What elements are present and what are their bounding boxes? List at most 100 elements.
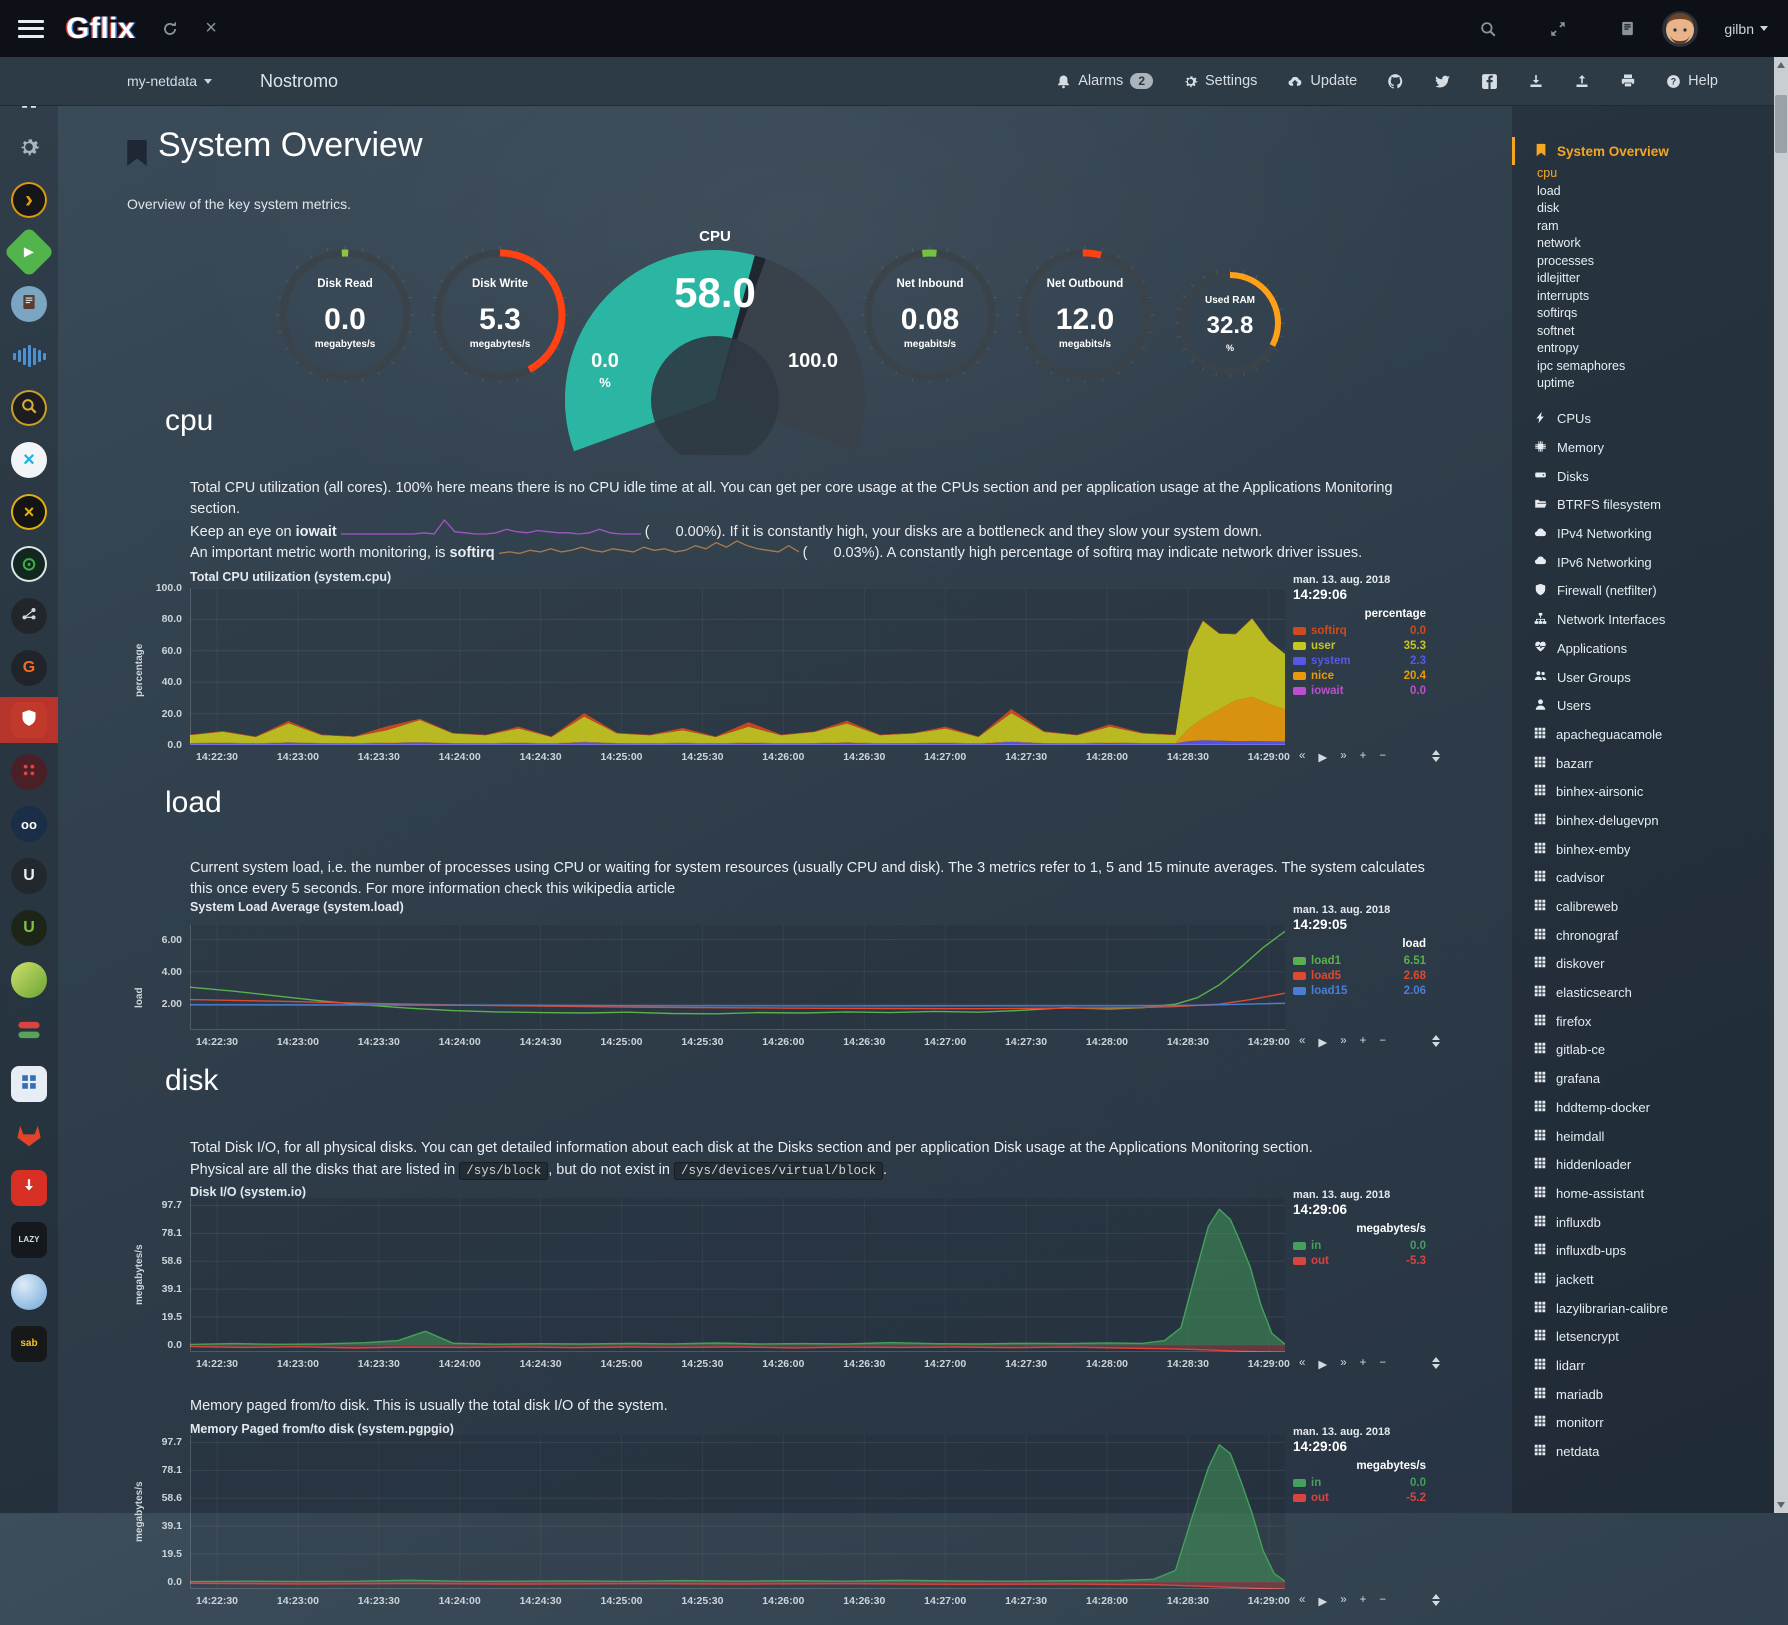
close-icon[interactable]: × [205, 17, 217, 39]
zoom-in-button[interactable]: + [1359, 750, 1367, 762]
sidebar-item-applications[interactable]: Applications [1512, 634, 1774, 663]
disk-chart-plot[interactable] [189, 1198, 1286, 1354]
github-button[interactable] [1387, 73, 1404, 90]
sidebar-item-binhex-emby[interactable]: binhex-emby [1512, 835, 1774, 864]
app-airsonic[interactable] [0, 333, 58, 379]
pan-backward-button[interactable]: « [1299, 1594, 1306, 1606]
scrollbar-thumb[interactable] [1775, 95, 1787, 153]
sidebar-item-chronograf[interactable]: chronograf [1512, 921, 1774, 950]
chart-resize-handle[interactable] [1432, 1357, 1440, 1369]
legend-item-in[interactable]: in [1293, 1476, 1321, 1490]
load-chart-plot[interactable] [189, 925, 1286, 1030]
app-sabnzbd[interactable]: sab [0, 1321, 58, 1367]
sidebar-item-home-assistant[interactable]: home-assistant [1512, 1179, 1774, 1208]
sidebar-item-monitorr[interactable]: monitorr [1512, 1409, 1774, 1438]
pan-forward-button[interactable]: » [1340, 1357, 1347, 1369]
sidebar-subitem-uptime[interactable]: uptime [1537, 376, 1575, 390]
sidebar-item-jackett[interactable]: jackett [1512, 1265, 1774, 1294]
sidebar-item-bazarr[interactable]: bazarr [1512, 749, 1774, 778]
avatar[interactable] [1662, 10, 1699, 47]
sidebar-item-binhex-airsonic[interactable]: binhex-airsonic [1512, 777, 1774, 806]
legend-item-iowait[interactable]: iowait [1293, 684, 1344, 698]
print-button[interactable] [1620, 73, 1636, 89]
sidebar-item-cadvisor[interactable]: cadvisor [1512, 864, 1774, 893]
sidebar-item-firefox[interactable]: firefox [1512, 1007, 1774, 1036]
sidebar-item-influxdb-ups[interactable]: influxdb-ups [1512, 1236, 1774, 1265]
sidebar-item-btrfs-filesystem[interactable]: BTRFS filesystem [1512, 491, 1774, 520]
legend-item-load1[interactable]: load1 [1293, 954, 1341, 968]
sidebar-item-influxdb[interactable]: influxdb [1512, 1208, 1774, 1237]
sidebar-item-network-interfaces[interactable]: Network Interfaces [1512, 605, 1774, 634]
zoom-out-button[interactable]: − [1379, 1035, 1387, 1047]
zoom-out-button[interactable]: − [1379, 750, 1387, 762]
sidebar-item-gitlab-ce[interactable]: gitlab-ce [1512, 1036, 1774, 1065]
sidebar-subitem-softirqs[interactable]: softirqs [1537, 306, 1578, 320]
sidebar-item-ipv4-networking[interactable]: IPv4 Networking [1512, 519, 1774, 548]
play-button[interactable]: ▶ [1318, 1596, 1328, 1608]
user-menu[interactable]: gilbn [1724, 21, 1768, 37]
refresh-icon[interactable] [161, 20, 179, 38]
sidebar-subitem-entropy[interactable]: entropy [1537, 341, 1579, 355]
app-grafana[interactable]: G [0, 645, 58, 691]
sidebar-item-letsencrypt[interactable]: letsencrypt [1512, 1323, 1774, 1352]
sidebar-item-grafana[interactable]: grafana [1512, 1064, 1774, 1093]
search-icon[interactable] [1479, 20, 1497, 38]
sidebar-subitem-cpu[interactable]: cpu [1537, 166, 1558, 180]
sidebar-subitem-disk[interactable]: disk [1537, 201, 1560, 215]
legend-item-user[interactable]: user [1293, 639, 1335, 653]
zoom-in-button[interactable]: + [1359, 1594, 1367, 1606]
app-emby[interactable]: ▶ [0, 226, 58, 278]
chart-resize-handle[interactable] [1432, 750, 1440, 762]
sidebar-item-user-groups[interactable]: User Groups [1512, 663, 1774, 692]
sidebar-item-binhex-delugevpn[interactable]: binhex-delugevpn [1512, 806, 1774, 835]
chart-resize-handle[interactable] [1432, 1035, 1440, 1047]
app-resilio-sync[interactable] [0, 697, 58, 743]
sidebar-item-hddtemp-docker[interactable]: hddtemp-docker [1512, 1093, 1774, 1122]
sidebar-subitem-ipc-semaphores[interactable]: ipc semaphores [1537, 358, 1626, 373]
sidebar-subitem-interrupts[interactable]: interrupts [1537, 288, 1590, 303]
sidebar-item-firewall-netfilter-[interactable]: Firewall (netfilter) [1512, 577, 1774, 606]
sidebar-item-system-overview[interactable]: System Overview [1512, 137, 1774, 165]
sidebar-item-diskover[interactable]: diskover [1512, 950, 1774, 979]
fullscreen-icon[interactable] [1549, 20, 1567, 38]
sidebar-subitem-idlejitter[interactable]: idlejitter [1537, 271, 1581, 285]
hamburger-menu-icon[interactable] [18, 19, 44, 38]
sidebar-item-netdata[interactable]: netdata [1512, 1437, 1774, 1466]
legend-item-nice[interactable]: nice [1293, 669, 1334, 683]
app-cadvisor[interactable]: ⊙ [0, 541, 58, 587]
app-red-arrow-shield[interactable] [0, 1165, 58, 1211]
legend-item-system[interactable]: system [1293, 654, 1351, 668]
help-button[interactable]: ? Help [1666, 73, 1718, 89]
sidebar-subitem-processes[interactable]: processes [1537, 253, 1594, 268]
zoom-out-button[interactable]: − [1379, 1357, 1387, 1369]
pan-forward-button[interactable]: » [1340, 1035, 1347, 1047]
sidebar-item-heimdall[interactable]: heimdall [1512, 1122, 1774, 1151]
host-dropdown[interactable]: my-netdata [127, 73, 213, 89]
pgpgio-chart-plot[interactable] [189, 1435, 1286, 1590]
pan-backward-button[interactable]: « [1299, 750, 1306, 762]
sidebar-subitem-load[interactable]: load [1537, 183, 1561, 198]
pan-backward-button[interactable]: « [1299, 1357, 1306, 1369]
sidebar-item-lazylibrarian-calibre[interactable]: lazylibrarian-calibre [1512, 1294, 1774, 1323]
app-calibre-web[interactable] [0, 281, 58, 327]
sidebar-item-elasticsearch[interactable]: elasticsearch [1512, 978, 1774, 1007]
app-blue-ball[interactable] [0, 1269, 58, 1315]
sidebar-item-users[interactable]: Users [1512, 691, 1774, 720]
legend-item-in[interactable]: in [1293, 1239, 1321, 1253]
app-unraid[interactable]: U [0, 905, 58, 951]
legend-item-out[interactable]: out [1293, 1491, 1329, 1505]
import-button[interactable] [1528, 73, 1544, 89]
update-button[interactable]: Update [1287, 73, 1357, 89]
play-button[interactable]: ▶ [1318, 1359, 1328, 1371]
sidebar-item-hiddenloader[interactable]: hiddenloader [1512, 1150, 1774, 1179]
sidebar-item-memory[interactable]: Memory [1512, 433, 1774, 462]
app-ubooquity[interactable]: U [0, 853, 58, 899]
app-kodi[interactable]: × [0, 437, 58, 483]
zoom-out-button[interactable]: − [1379, 1594, 1387, 1606]
app-chronograf[interactable] [0, 593, 58, 639]
facebook-button[interactable] [1481, 73, 1498, 90]
play-button[interactable]: ▶ [1318, 1037, 1328, 1049]
export-button[interactable] [1574, 73, 1590, 89]
zoom-in-button[interactable]: + [1359, 1035, 1367, 1047]
legend-item-out[interactable]: out [1293, 1254, 1329, 1268]
